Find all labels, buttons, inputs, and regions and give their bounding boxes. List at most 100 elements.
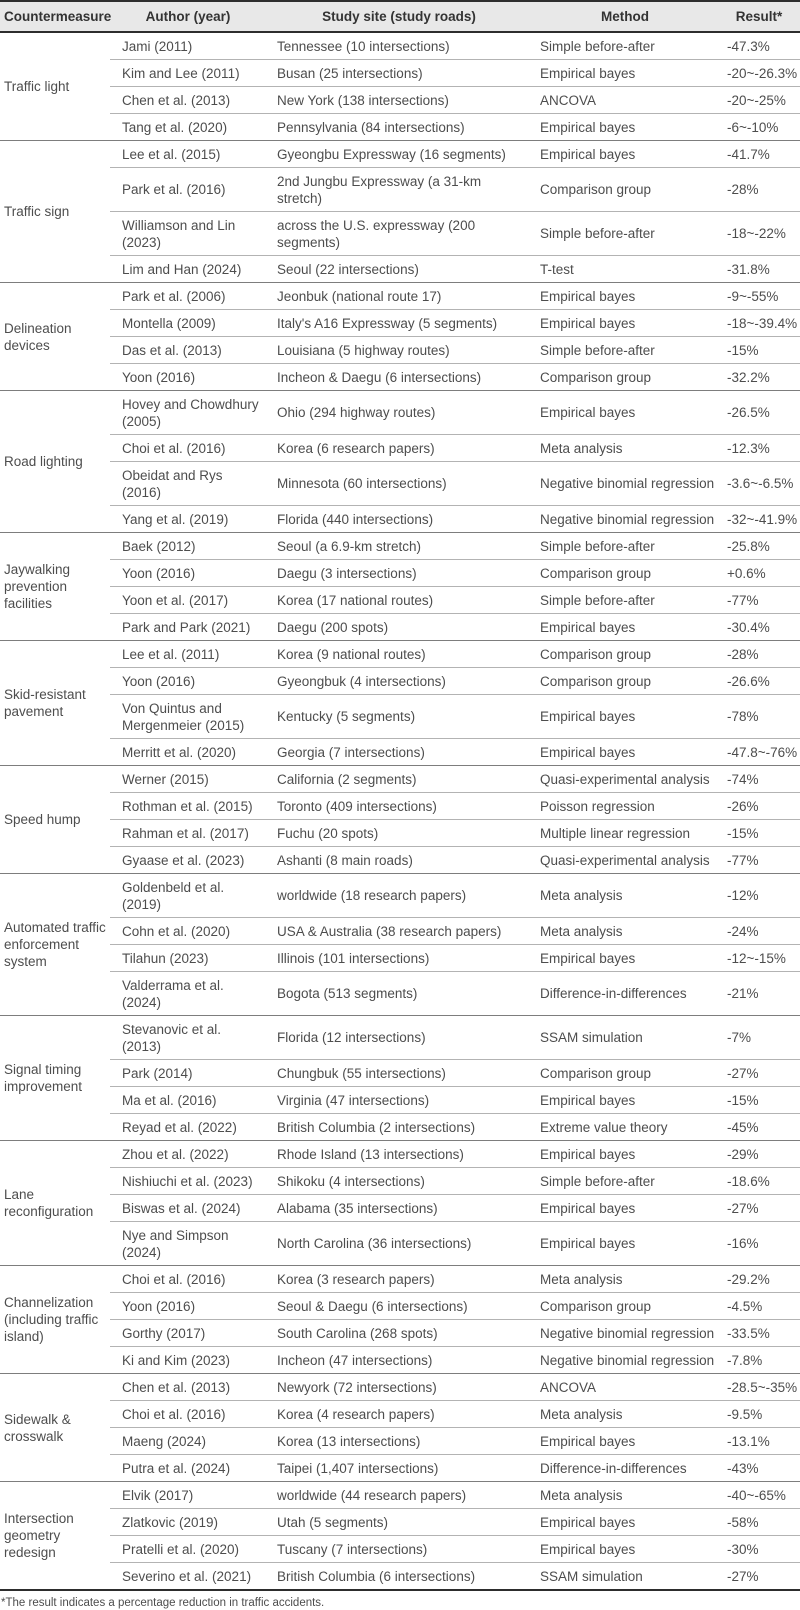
author-cell: Park et al. (2006)	[110, 282, 266, 310]
author-cell: Ma et al. (2016)	[110, 1086, 266, 1114]
method-cell: Meta analysis	[532, 1400, 718, 1428]
site-cell: Taipei (1,407 intersections)	[266, 1454, 532, 1482]
site-cell: British Columbia (2 intersections)	[266, 1113, 532, 1141]
author-cell: Yoon et al. (2017)	[110, 586, 266, 614]
result-cell: -15%	[718, 1086, 800, 1114]
table-row: Yoon (2016) Daegu (3 intersections) Compar…	[0, 559, 800, 587]
method-cell: Simple before-after	[532, 31, 718, 60]
method-cell: Simple before-after	[532, 211, 718, 256]
table-row: Rahman et al. (2017) Fuchu (20 spots) Mult…	[0, 819, 800, 847]
result-cell: -32.2%	[718, 363, 800, 391]
result-cell: -30%	[718, 1535, 800, 1563]
result-cell: -24%	[718, 917, 800, 945]
method-cell: Meta analysis	[532, 434, 718, 462]
site-cell: Pennsylvania (84 intersections)	[266, 113, 532, 141]
table-row: Gyaase et al. (2023) Ashanti (8 main road…	[0, 846, 800, 874]
site-cell: Fuchu (20 spots)	[266, 819, 532, 847]
table-row: Rothman et al. (2015) Toronto (409 inters…	[0, 792, 800, 820]
author-cell: Ki and Kim (2023)	[110, 1346, 266, 1374]
site-cell: Incheon & Daegu (6 intersections)	[266, 363, 532, 391]
method-cell: Comparison group	[532, 167, 718, 212]
result-cell: -26.5%	[718, 390, 800, 435]
table-row: Kim and Lee (2011) Busan (25 intersection…	[0, 59, 800, 87]
author-cell: Biswas et al. (2024)	[110, 1194, 266, 1222]
result-cell: -13.1%	[718, 1427, 800, 1455]
table-footnote: *The result indicates a percentage reduc…	[1, 1597, 325, 1609]
author-cell: Nye and Simpson (2024)	[110, 1221, 266, 1266]
method-cell: Extreme value theory	[532, 1113, 718, 1141]
result-cell: -77%	[718, 586, 800, 614]
countermeasure-cell: Intersection geometry redesign	[0, 1481, 110, 1590]
site-cell: California (2 segments)	[266, 765, 532, 793]
method-cell: Negative binomial regression	[532, 1346, 718, 1374]
result-cell: -9.5%	[718, 1400, 800, 1428]
method-cell: Empirical bayes	[532, 613, 718, 641]
author-cell: Yoon (2016)	[110, 559, 266, 587]
author-cell: Valderrama et al. (2024)	[110, 971, 266, 1016]
method-cell: Empirical bayes	[532, 1535, 718, 1563]
result-cell: -58%	[718, 1508, 800, 1536]
table-row: Von Quintus and Mergenmeier (2015) Kentuc…	[0, 694, 800, 739]
method-cell: Quasi-experimental analysis	[532, 765, 718, 793]
author-cell: Park and Park (2021)	[110, 613, 266, 641]
method-cell: Meta analysis	[532, 1481, 718, 1509]
table-row: Severino et al. (2021) British Columbia (…	[0, 1562, 800, 1590]
result-cell: -27%	[718, 1059, 800, 1087]
author-cell: Gorthy (2017)	[110, 1319, 266, 1347]
table-row: Zlatkovic (2019) Utah (5 segments) Empiric…	[0, 1508, 800, 1536]
method-cell: Simple before-after	[532, 1167, 718, 1195]
author-cell: Choi et al. (2016)	[110, 1400, 266, 1428]
table-row: Channelization (including traffic island…	[0, 1265, 800, 1374]
method-cell: Simple before-after	[532, 532, 718, 560]
site-cell: Seoul & Daegu (6 intersections)	[266, 1292, 532, 1320]
method-cell: Empirical bayes	[532, 113, 718, 141]
table-row: Yang et al. (2019) Florida (440 intersect…	[0, 505, 800, 533]
result-cell: -33.5%	[718, 1319, 800, 1347]
site-cell: Korea (4 research papers)	[266, 1400, 532, 1428]
method-cell: ANCOVA	[532, 86, 718, 114]
method-cell: Empirical bayes	[532, 1140, 718, 1168]
site-cell: Gyeongbuk (4 intersections)	[266, 667, 532, 695]
method-cell: Empirical bayes	[532, 1221, 718, 1266]
site-cell: Illinois (101 intersections)	[266, 944, 532, 972]
site-cell: Italy's A16 Expressway (5 segments)	[266, 309, 532, 337]
result-cell: -9~-55%	[718, 282, 800, 310]
method-cell: Empirical bayes	[532, 738, 718, 766]
result-cell: -74%	[718, 765, 800, 793]
author-cell: Yoon (2016)	[110, 363, 266, 391]
author-cell: Das et al. (2013)	[110, 336, 266, 364]
method-cell: Difference-in-differences	[532, 971, 718, 1016]
table-row: Park and Park (2021) Daegu (200 spots) Emp…	[0, 613, 800, 641]
site-cell: 2nd Jungbu Expressway (a 31-km stretch)	[266, 167, 532, 212]
result-cell: -15%	[718, 336, 800, 364]
author-cell: Park et al. (2016)	[110, 167, 266, 212]
table-row: Pratelli et al. (2020) Tuscany (7 interse…	[0, 1535, 800, 1563]
site-cell: Seoul (22 intersections)	[266, 255, 532, 283]
table-header: Countermeasure Author (year) Study site …	[0, 1, 800, 33]
result-cell: -7.8%	[718, 1346, 800, 1374]
method-cell: Comparison group	[532, 1059, 718, 1087]
author-cell: Chen et al. (2013)	[110, 1373, 266, 1401]
site-cell: Louisiana (5 highway routes)	[266, 336, 532, 364]
method-cell: Quasi-experimental analysis	[532, 846, 718, 874]
method-cell: T-test	[532, 255, 718, 283]
site-cell: Korea (17 national routes)	[266, 586, 532, 614]
table-row: Montella (2009) Italy's A16 Expressway (5…	[0, 309, 800, 337]
site-cell: New York (138 intersections)	[266, 86, 532, 114]
result-cell: -28%	[718, 167, 800, 212]
table-row: Ki and Kim (2023) Incheon (47 intersectio…	[0, 1346, 800, 1374]
site-cell: Ohio (294 highway routes)	[266, 390, 532, 435]
author-cell: Lee et al. (2011)	[110, 640, 266, 668]
method-cell: Empirical bayes	[532, 140, 718, 168]
method-cell: Meta analysis	[532, 917, 718, 945]
countermeasure-cell: Jaywalking prevention facilities	[0, 532, 110, 641]
table-row: Speed hump Werner (2015) California (2 seg…	[0, 765, 800, 874]
result-cell: -43%	[718, 1454, 800, 1482]
author-cell: Obeidat and Rys (2016)	[110, 461, 266, 506]
result-cell: -45%	[718, 1113, 800, 1141]
header-row: Countermeasure Author (year) Study site …	[0, 1, 800, 33]
table-row: Merritt et al. (2020) Georgia (7 intersec…	[0, 738, 800, 766]
method-cell: Empirical bayes	[532, 1508, 718, 1536]
site-cell: Korea (13 intersections)	[266, 1427, 532, 1455]
